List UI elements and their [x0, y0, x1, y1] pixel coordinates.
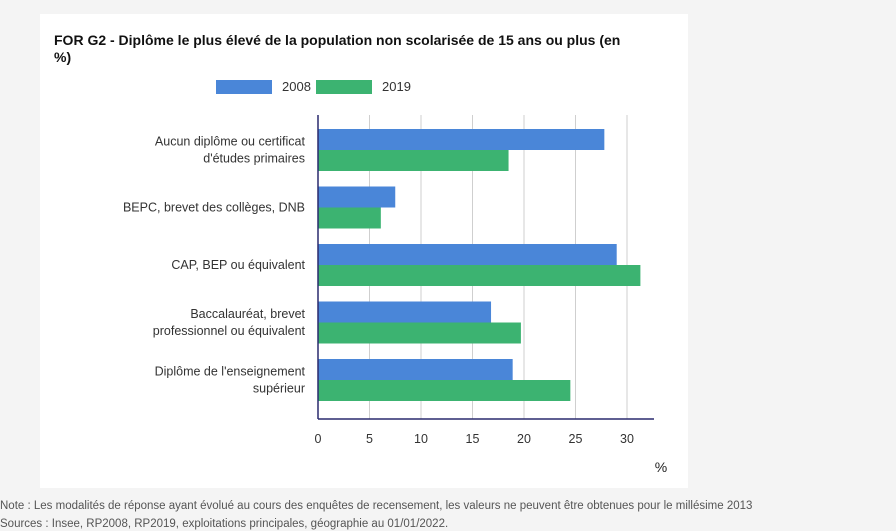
- bar-2008-3: [318, 301, 492, 323]
- x-tick-label-15: 15: [466, 432, 480, 446]
- x-tick-label-0: 0: [315, 432, 322, 446]
- legend-label-2008: 2008: [282, 79, 311, 94]
- category-label-2-0: CAP, BEP ou équivalent: [171, 258, 305, 272]
- legend-swatch-2008: [216, 80, 272, 94]
- x-tick-label-20: 20: [517, 432, 531, 446]
- category-label-3-0: Baccalauréat, brevet: [190, 307, 305, 321]
- x-tick-label-25: 25: [569, 432, 583, 446]
- x-tick-label-5: 5: [366, 432, 373, 446]
- category-label-4-0: Diplôme de l'enseignement: [155, 365, 306, 379]
- category-label-4-1: supérieur: [253, 382, 305, 396]
- bar-2008-4: [318, 359, 513, 380]
- x-tick-label-30: 30: [620, 432, 634, 446]
- footnote-note: Note : Les modalités de réponse ayant év…: [0, 500, 753, 512]
- bar-2008-0: [318, 129, 605, 150]
- chart-title: FOR G2 - Diplôme le plus élevé de la pop…: [54, 32, 621, 65]
- x-axis-unit-label: %: [655, 459, 667, 475]
- bar-2019-2: [318, 265, 641, 286]
- category-label-0-0: Aucun diplôme ou certificat: [155, 135, 306, 149]
- category-label-1-0: BEPC, brevet des collèges, DNB: [123, 201, 305, 215]
- bar-2008-2: [318, 244, 617, 265]
- category-label-3-1: professionnel ou équivalent: [153, 324, 306, 338]
- footnote-sources: Sources : Insee, RP2008, RP2019, exploit…: [0, 518, 449, 530]
- x-tick-label-10: 10: [414, 432, 428, 446]
- bar-2019-1: [318, 207, 381, 229]
- legend-label-2019: 2019: [382, 79, 411, 94]
- legend-swatch-2019: [316, 80, 372, 94]
- bar-2019-0: [318, 150, 509, 171]
- bar-2019-4: [318, 380, 571, 401]
- bar-2008-1: [318, 186, 396, 208]
- bar-2019-3: [318, 322, 521, 344]
- category-label-0-1: d'études primaires: [203, 152, 305, 166]
